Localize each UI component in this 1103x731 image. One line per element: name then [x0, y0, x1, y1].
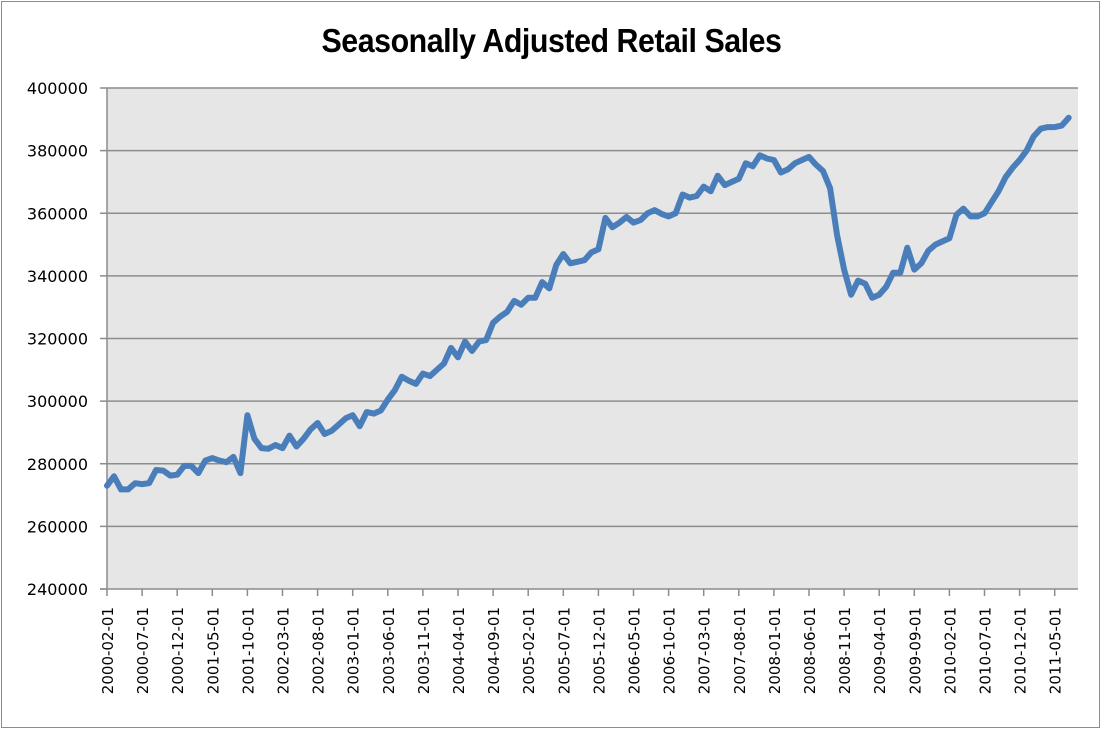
x-tick-label: 2007-08-01 — [731, 607, 749, 694]
x-tick-label: 2009-04-01 — [871, 607, 889, 694]
x-tick-label: 2011-05-01 — [1047, 607, 1065, 694]
x-tick-label: 2003-01-01 — [345, 607, 363, 694]
x-tick-label: 2005-02-01 — [520, 607, 538, 694]
x-tick-label: 2008-06-01 — [801, 607, 819, 694]
gridlines — [107, 87, 1078, 528]
x-tick-label: 2002-08-01 — [310, 607, 328, 694]
x-tick-label: 2000-07-01 — [134, 607, 152, 694]
x-tick-label: 2002-03-01 — [275, 607, 293, 694]
x-tick-label: 2006-05-01 — [626, 607, 644, 694]
x-tick-label: 2001-10-01 — [239, 607, 257, 694]
x-tick-label: 2000-12-01 — [169, 607, 187, 694]
y-tick-label: 260000 — [27, 517, 88, 536]
y-tick-label: 380000 — [27, 142, 88, 161]
x-tick-label: 2004-04-01 — [450, 607, 468, 694]
y-axis: 240000 260000 280000 300000 320000 340000 3600… — [27, 79, 107, 599]
y-tick-label: 320000 — [27, 330, 88, 349]
x-tick-label: 2005-07-01 — [555, 607, 573, 694]
y-tick-label: 300000 — [27, 392, 88, 411]
chart-title: Seasonally Adjusted Retail Sales — [321, 22, 782, 59]
x-tick-label: 2004-09-01 — [485, 607, 503, 694]
x-tick-label: 2003-06-01 — [380, 607, 398, 694]
y-tick-label: 400000 — [27, 79, 88, 98]
y-tick-label: 360000 — [27, 204, 88, 223]
x-tick-label: 2010-12-01 — [1012, 607, 1030, 694]
x-tick-label: 2000-02-01 — [99, 607, 117, 694]
x-tick-label: 2005-12-01 — [590, 607, 608, 694]
x-tick-label: 2010-02-01 — [941, 607, 959, 694]
x-tick-label: 2007-03-01 — [696, 607, 714, 694]
x-tick-label: 2009-09-01 — [906, 607, 924, 694]
x-tick-label: 2010-07-01 — [977, 607, 995, 694]
y-tick-label: 280000 — [27, 455, 88, 474]
x-tick-label: 2008-11-01 — [836, 607, 854, 694]
x-tick-label: 2003-11-01 — [415, 607, 433, 694]
x-tick-label: 2008-01-01 — [766, 607, 784, 694]
y-tick-label: 340000 — [27, 267, 88, 286]
x-tick-label: 2001-05-01 — [204, 607, 222, 694]
x-tick-label: 2006-10-01 — [661, 607, 679, 694]
y-tick-label: 240000 — [27, 580, 88, 599]
retail-sales-line — [104, 114, 1072, 493]
x-axis: 2000-02-01 2000-07-01 2000-12-01 2001-05-01… — [99, 589, 1065, 694]
